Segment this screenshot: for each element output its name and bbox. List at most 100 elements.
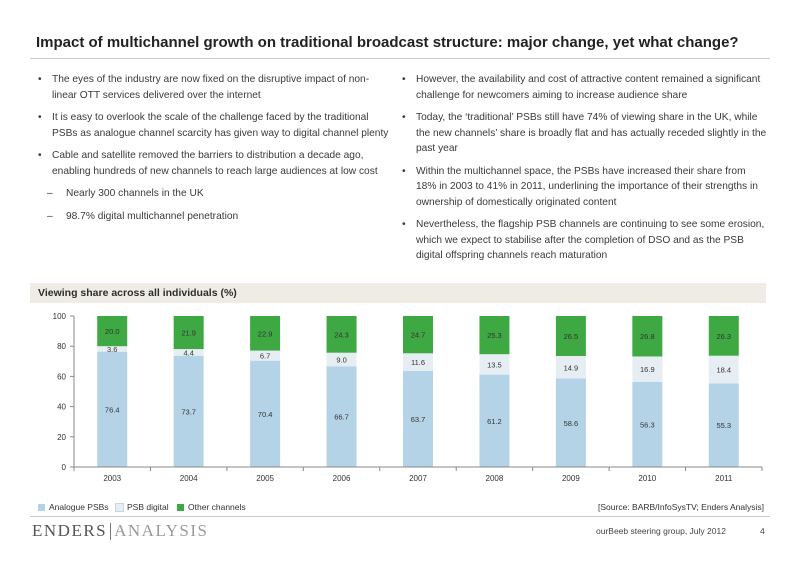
bar-2010-series-0 <box>632 381 663 467</box>
x-tick-label-2011: 2011 <box>715 474 733 483</box>
page-title: Impact of multichannel growth on traditi… <box>36 34 739 51</box>
x-tick-label-2003: 2003 <box>103 474 121 483</box>
right-bullet-1: However, the availability and cost of at… <box>402 72 768 103</box>
bar-label-2004-series-1: 4.4 <box>183 348 193 357</box>
bar-label-2003-series-0: 76.4 <box>105 405 120 414</box>
left-bullet-2: It is easy to overlook the scale of the … <box>38 110 394 141</box>
footer-text: ourBeeb steering group, July 2012 <box>596 526 726 536</box>
chart-heading: Viewing share across all individuals (%) <box>30 283 766 303</box>
legend-item-other: Other channels <box>177 502 246 512</box>
bar-2011-series-2 <box>708 316 739 356</box>
bar-2006-series-0 <box>326 366 357 467</box>
y-tick-label-0: 0 <box>62 463 67 472</box>
bar-label-2004-series-2: 21.9 <box>181 329 196 338</box>
bar-2007-series-2 <box>403 316 433 354</box>
bar-label-2007-series-0: 63.7 <box>411 415 426 424</box>
right-column: However, the availability and cost of at… <box>402 72 768 271</box>
x-tick-label-2010: 2010 <box>638 474 656 483</box>
bar-2006-series-2 <box>326 316 357 353</box>
x-tick-label-2004: 2004 <box>180 474 198 483</box>
bar-2004-series-1 <box>173 349 204 356</box>
bar-label-2003-series-1: 3.6 <box>107 345 117 354</box>
bar-label-2006-series-2: 24.3 <box>334 330 349 339</box>
bar-label-2009-series-1: 14.9 <box>564 363 579 372</box>
y-tick-label-40: 40 <box>57 403 66 412</box>
bar-label-2006-series-0: 66.7 <box>334 413 349 422</box>
logo-part-enders: ENDERS <box>32 521 108 540</box>
footer-divider <box>30 516 770 517</box>
right-bullet-4: Nevertheless, the flagship PSB channels … <box>402 217 768 264</box>
stacked-bar-chart: 0 20 40 60 80 100 76.4 3.6 20.0 2003 73.7 4.4 21.9 20… <box>53 312 763 483</box>
source-note: [Source: BARB/InfoSysTV; Enders Analysis… <box>598 502 764 512</box>
y-tick-label-60: 60 <box>57 372 66 381</box>
bar-label-2003-series-2: 20.0 <box>105 327 120 336</box>
bar-2006-series-1 <box>326 352 357 367</box>
legend-label-other: Other channels <box>188 502 246 512</box>
bar-label-2005-series-1: 6.7 <box>260 352 270 361</box>
left-bullet-1: The eyes of the industry are now fixed o… <box>38 72 394 103</box>
bar-label-2011-series-2: 26.3 <box>716 332 731 341</box>
logo-part-analysis: ANALYSIS <box>114 521 209 540</box>
bar-2008-series-2 <box>479 316 510 355</box>
bar-label-2009-series-0: 58.6 <box>564 419 579 428</box>
bar-2003-series-2 <box>97 316 128 347</box>
bar-2009-series-0 <box>555 378 586 467</box>
y-tick-label-100: 100 <box>53 312 67 321</box>
bar-2005-series-0 <box>250 360 281 467</box>
bar-2003-series-0 <box>97 351 128 467</box>
bar-label-2008-series-0: 61.2 <box>487 417 502 426</box>
page-number: 4 <box>760 526 765 536</box>
bar-label-2010-series-1: 16.9 <box>640 365 655 374</box>
bar-label-2008-series-1: 13.5 <box>487 360 502 369</box>
bar-2011-series-0 <box>708 383 739 467</box>
bar-2008-series-1 <box>479 354 510 375</box>
bar-label-2011-series-0: 55.3 <box>716 421 731 430</box>
bar-label-2005-series-2: 22.9 <box>258 329 273 338</box>
right-bullet-3: Within the multichannel space, the PSBs … <box>402 164 768 211</box>
legend-swatch-other <box>177 503 184 511</box>
bar-label-2005-series-0: 70.4 <box>258 410 273 419</box>
bar-2009-series-2 <box>555 316 586 357</box>
legend-swatch-psb-digital <box>115 502 124 512</box>
bar-2011-series-1 <box>708 355 739 384</box>
bar-label-2009-series-2: 26.5 <box>564 332 579 341</box>
bar-label-2007-series-2: 24.7 <box>411 331 426 340</box>
bar-2007-series-0 <box>403 370 433 467</box>
bar-label-2008-series-2: 25.3 <box>487 331 502 340</box>
x-tick-label-2006: 2006 <box>333 474 351 483</box>
legend-swatch-analogue <box>38 503 45 511</box>
bar-2009-series-1 <box>555 356 586 379</box>
bar-label-2006-series-1: 9.0 <box>336 355 346 364</box>
right-bullet-2: Today, the ‘traditional’ PSBs still have… <box>402 110 768 157</box>
left-bullet-3: Cable and satellite removed the barriers… <box>38 148 394 179</box>
x-tick-label-2007: 2007 <box>409 474 427 483</box>
legend-label-analogue: Analogue PSBs <box>49 502 109 512</box>
x-tick-label-2005: 2005 <box>256 474 274 483</box>
x-tick-label-2009: 2009 <box>562 474 580 483</box>
bar-label-2010-series-2: 26.8 <box>640 332 655 341</box>
title-divider <box>30 58 770 59</box>
bar-2005-series-2 <box>250 316 281 351</box>
bar-label-2004-series-0: 73.7 <box>181 407 196 416</box>
legend-item-analogue: Analogue PSBs <box>38 502 109 512</box>
y-tick-label-20: 20 <box>57 433 66 442</box>
bar-2004-series-0 <box>173 355 204 467</box>
left-sub-bullet-2: 98.7% digital multichannel penetration <box>38 209 394 225</box>
legend-item-psb-digital: PSB digital <box>115 502 169 512</box>
bar-2005-series-1 <box>250 350 281 361</box>
bar-label-2007-series-1: 11.6 <box>411 358 425 367</box>
bar-2004-series-2 <box>173 316 204 350</box>
left-column: The eyes of the industry are now fixed o… <box>38 72 394 231</box>
bar-label-2010-series-0: 56.3 <box>640 420 655 429</box>
bar-2007-series-1 <box>403 353 433 371</box>
x-tick-label-2008: 2008 <box>486 474 504 483</box>
logo-separator <box>110 522 112 540</box>
bar-2008-series-0 <box>479 374 510 467</box>
bar-label-2011-series-1: 18.4 <box>716 366 731 375</box>
enders-analysis-logo: ENDERS ANALYSIS <box>32 521 209 541</box>
left-sub-bullet-1: Nearly 300 channels in the UK <box>38 186 394 202</box>
legend-label-psb-digital: PSB digital <box>127 502 169 512</box>
bar-2010-series-2 <box>632 316 663 357</box>
y-tick-label-80: 80 <box>57 342 66 351</box>
bar-2010-series-1 <box>632 356 663 382</box>
